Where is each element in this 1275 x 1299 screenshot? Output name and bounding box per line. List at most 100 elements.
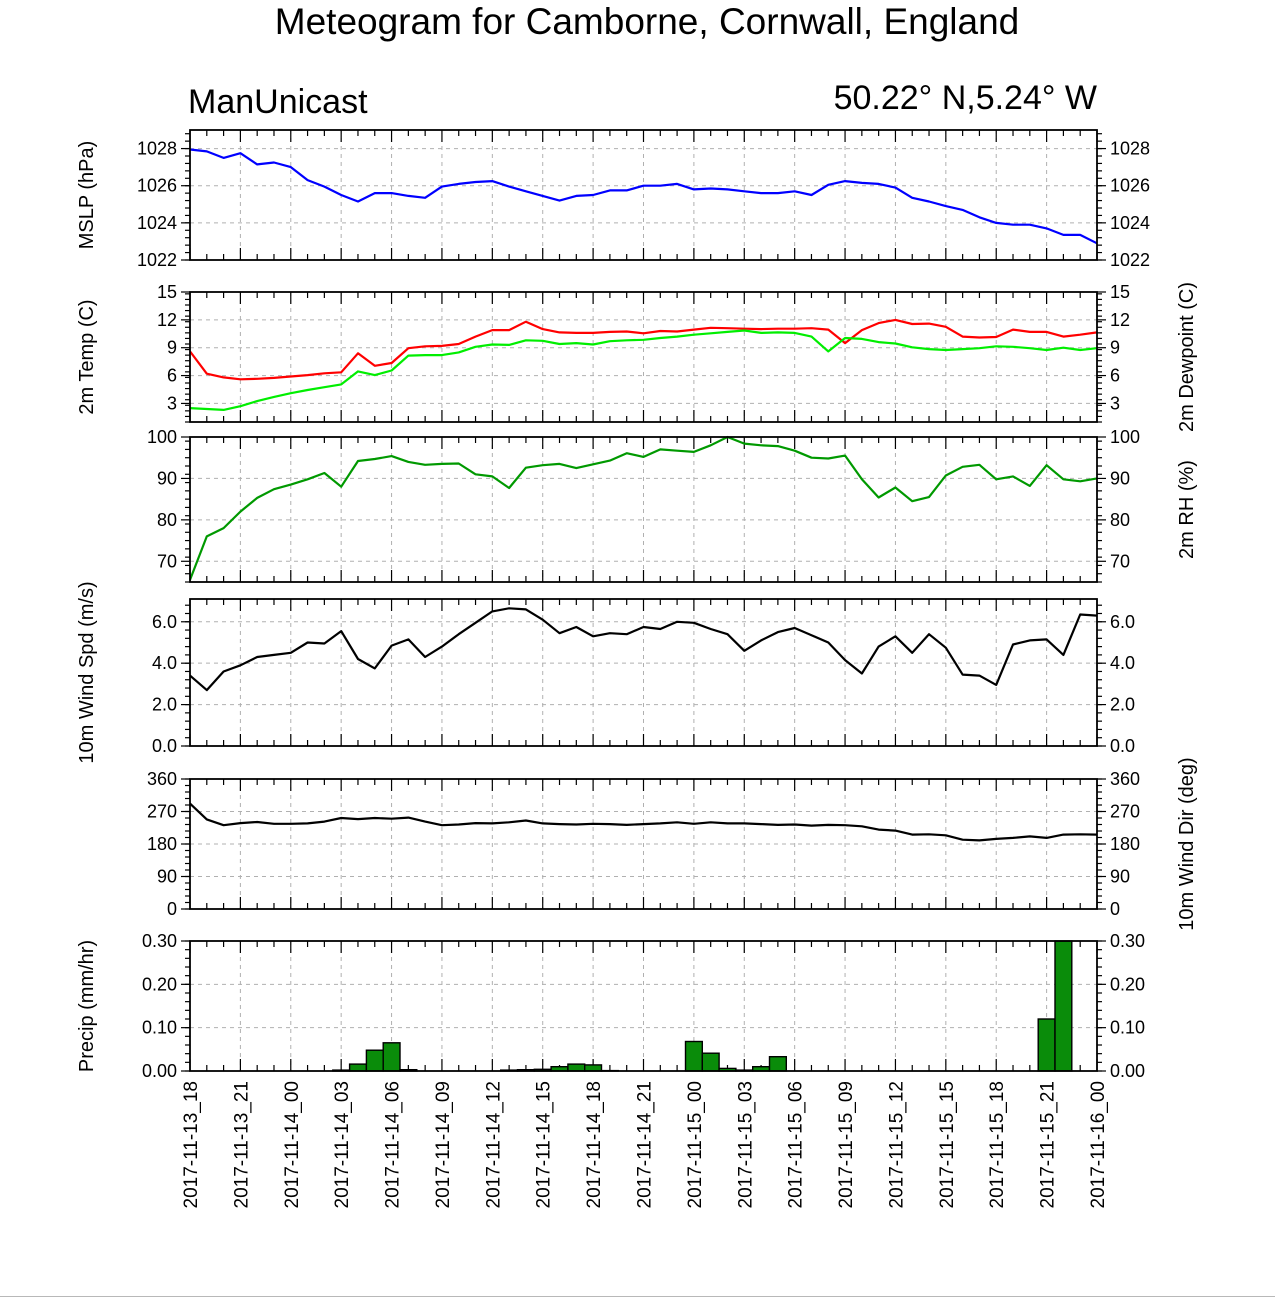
y-tick-label-left: 270	[147, 802, 177, 822]
y-tick-label-right: 180	[1110, 834, 1140, 854]
x-tick-label: 2017-11-16_00	[1088, 1081, 1109, 1208]
precip-bar	[684, 1040, 703, 1072]
y-tick-label-right: 1022	[1110, 250, 1150, 270]
x-tick-label: 2017-11-14_03	[332, 1081, 353, 1208]
y-tick-label-left: 0.00	[142, 1061, 177, 1081]
x-tick-label: 2017-11-14_15	[534, 1081, 555, 1208]
y-axis-label-left: MSLP (hPa)	[76, 141, 98, 250]
y-tick-label-right: 4.0	[1110, 653, 1135, 673]
panel-frame	[189, 778, 1098, 910]
y-tick-label-left: 9	[167, 338, 177, 358]
y-tick-label-right: 90	[1110, 867, 1130, 887]
y-tick-label-right: 12	[1110, 310, 1130, 330]
y-tick-label-left: 3	[167, 393, 177, 413]
x-tick-label: 2017-11-14_21	[635, 1081, 656, 1208]
y-tick-label-left: 1028	[137, 139, 177, 159]
precip-bar	[1054, 940, 1073, 1072]
y-tick-label-left: 360	[147, 769, 177, 789]
panel-mslp: 1022 1022 1024 1024 1026 1026 1028 1028 MSLP (hP…	[76, 129, 1150, 270]
x-tick-label: 2017-11-15_18	[987, 1081, 1008, 1208]
y-tick-label-right: 6	[1110, 366, 1120, 386]
precip-bar	[348, 1063, 368, 1072]
chart-title: Meteogram for Camborne, Cornwall, Englan…	[275, 1, 1019, 42]
precip-bar	[567, 1063, 586, 1072]
series-line-dewpoint	[189, 329, 1098, 411]
x-tick-label: 2017-11-14_12	[483, 1081, 504, 1208]
panel-precip: 0.00 0.00 0.10 0.10 0.20 0.20 0.30 0.30 Precip (…	[76, 931, 1145, 1081]
y-tick-label-right: 0.00	[1110, 1061, 1145, 1081]
y-tick-label-left: 15	[157, 282, 177, 302]
y-tick-label-right: 15	[1110, 282, 1130, 302]
x-tick-label: 2017-11-15_03	[735, 1081, 756, 1208]
series-line-temp	[189, 318, 1098, 381]
x-tick-label: 2017-11-14_18	[584, 1081, 605, 1208]
y-tick-label-left: 0.30	[142, 931, 177, 951]
y-tick-label-right: 100	[1110, 427, 1140, 447]
series-line-wind_speed	[189, 607, 1098, 692]
x-tick-label: 2017-11-14_00	[282, 1081, 303, 1208]
y-tick-label-left: 100	[147, 427, 177, 447]
series-line-mslp	[189, 148, 1098, 245]
panel-wind_dir: 0 0 90 90 180 180 270 270 360 360 10m Wind Dir (de…	[147, 757, 1198, 930]
x-tick-label: 2017-11-15_12	[886, 1081, 907, 1208]
y-tick-label-right: 0.10	[1110, 1018, 1145, 1038]
panel-wind_speed: 0.0 0.0 2.0 2.0 4.0 4.0 6.0 6.0 10m Wind Spd (m/…	[76, 581, 1135, 763]
y-tick-label-right: 360	[1110, 769, 1140, 789]
y-tick-label-right: 9	[1110, 338, 1120, 358]
y-tick-label-left: 70	[157, 551, 177, 571]
y-axis-label-right: 2m Dewpoint (C)	[1176, 282, 1198, 432]
y-tick-label-left: 0.0	[152, 736, 177, 756]
y-tick-label-right: 1024	[1110, 213, 1150, 233]
x-axis-labels: 2017-11-13_18 2017-11-13_21 2017-11-14_00 2…	[181, 1081, 1109, 1208]
panel-frame	[189, 291, 1098, 423]
location-coordinates: 50.22° N,5.24° W	[834, 79, 1097, 117]
y-axis-label-left: 10m Wind Spd (m/s)	[76, 581, 98, 763]
panel-frame	[189, 436, 1098, 583]
y-tick-label-left: 80	[157, 510, 177, 530]
y-tick-label-right: 90	[1110, 468, 1130, 488]
y-axis-label-right: 10m Wind Dir (deg)	[1176, 757, 1198, 930]
y-tick-label-left: 1022	[137, 250, 177, 270]
model-name: ManUnicast	[188, 83, 368, 121]
x-tick-label: 2017-11-13_18	[181, 1081, 202, 1208]
y-tick-label-right: 80	[1110, 510, 1130, 530]
precip-bar	[365, 1049, 384, 1072]
y-tick-label-left: 6.0	[152, 612, 177, 632]
y-tick-label-left: 1026	[137, 176, 177, 196]
precip-bar	[382, 1042, 401, 1072]
x-tick-label: 2017-11-15_06	[786, 1081, 807, 1208]
y-axis-label-left: 2m Temp (C)	[76, 299, 98, 414]
y-tick-label-right: 70	[1110, 551, 1130, 571]
panel-temperature: 3 3 6 6 9 9 12 12 15 15 2m Temp (C) 2m Dewpoint (C)	[76, 282, 1198, 432]
y-tick-label-left: 6	[167, 366, 177, 386]
y-axis-label-left: Precip (mm/hr)	[76, 940, 98, 1072]
y-tick-label-left: 4.0	[152, 653, 177, 673]
y-tick-label-right: 1026	[1110, 176, 1150, 196]
x-tick-label: 2017-11-14_06	[383, 1081, 404, 1208]
x-tick-label: 2017-11-15_09	[836, 1081, 857, 1208]
y-tick-label-right: 3	[1110, 393, 1120, 413]
y-tick-label-left: 2.0	[152, 695, 177, 715]
y-tick-label-left: 0	[167, 899, 177, 919]
y-tick-label-left: 0.10	[142, 1018, 177, 1038]
window-bottom-border	[0, 1296, 1275, 1297]
precip-bar	[584, 1064, 603, 1072]
series-line-wind_dir	[189, 802, 1098, 842]
x-tick-label: 2017-11-15_15	[937, 1081, 958, 1208]
x-tick-label: 2017-11-15_00	[685, 1081, 706, 1208]
x-tick-label: 2017-11-15_21	[1038, 1081, 1059, 1208]
y-tick-label-right: 0.30	[1110, 931, 1145, 951]
panel-frame	[189, 598, 1098, 747]
precip-bar	[1037, 1018, 1056, 1072]
y-tick-label-right: 0.20	[1110, 974, 1145, 994]
x-tick-label: 2017-11-13_21	[231, 1081, 252, 1208]
y-tick-label-right: 6.0	[1110, 612, 1135, 632]
precip-bar	[701, 1052, 720, 1072]
meteogram-panels: 1022 1022 1024 1024 1026 1026 1028 1028 MSLP (hP…	[76, 129, 1198, 1208]
panel-frame	[189, 129, 1098, 261]
y-tick-label-right: 0.0	[1110, 736, 1135, 756]
y-axis-label-right: 2m RH (%)	[1176, 460, 1198, 559]
y-tick-label-left: 90	[157, 867, 177, 887]
y-tick-label-right: 270	[1110, 802, 1140, 822]
